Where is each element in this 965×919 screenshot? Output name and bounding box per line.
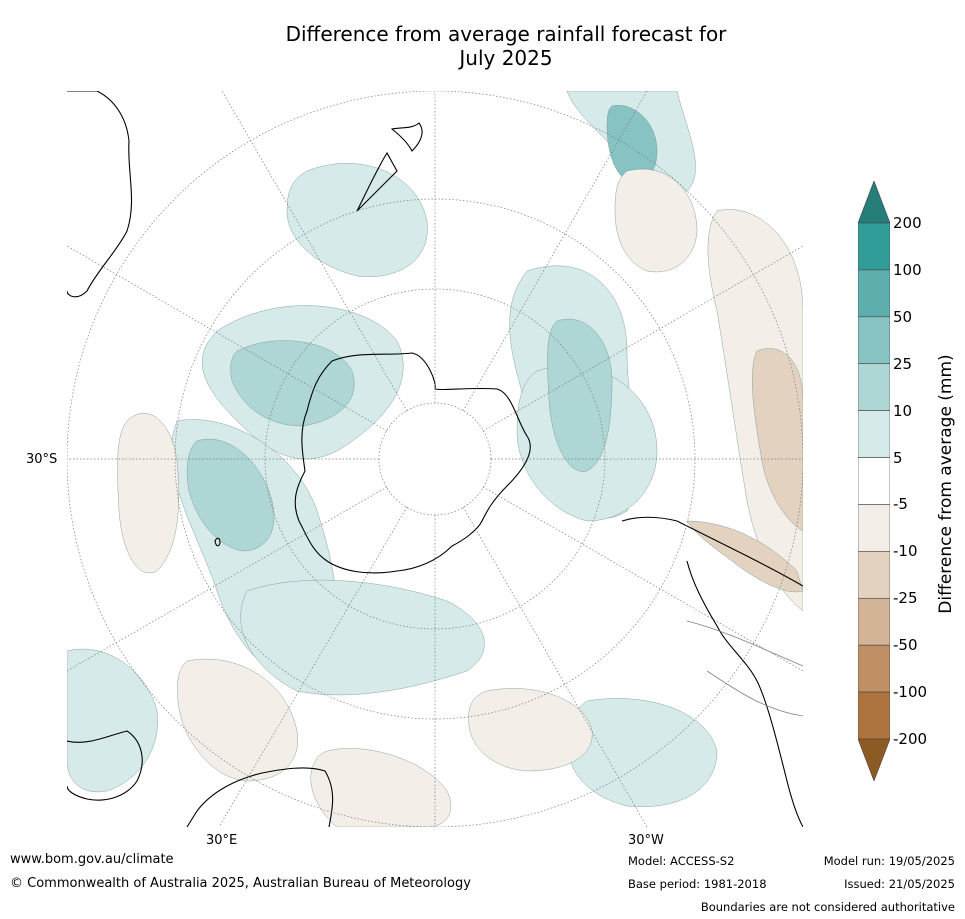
legend-bin-4	[857, 363, 891, 411]
wet-core-atlantic	[547, 319, 613, 472]
map-title-line2: July 2025	[459, 46, 553, 70]
dry-region-south-atlantic-core	[752, 348, 803, 532]
legend-colorbar	[857, 180, 891, 782]
footer-copyright: © Commonwealth of Australia 2025, Austra…	[10, 876, 471, 891]
dry-region-south-atlantic-low	[468, 688, 593, 772]
south-polar-map[interactable]	[67, 91, 803, 827]
legend-bin-below-min	[857, 738, 891, 782]
legend-tick-label: -5	[893, 495, 908, 514]
legend-tick-label: 10	[893, 401, 913, 420]
meridian-30e	[218, 506, 408, 827]
dry-region-south-america	[686, 520, 803, 593]
footer-model: Model: ACCESS-S2	[628, 854, 735, 868]
wet-region-southern-ocean-south	[240, 579, 485, 696]
dry-region-north-west	[614, 168, 698, 273]
legend-tick-label: -10	[893, 542, 918, 561]
wet-region-tasman	[286, 163, 428, 277]
footer-disclaimer: Boundaries are not considered authoritat…	[700, 900, 955, 914]
legend-title: Difference from average (mm)	[936, 354, 956, 614]
africa-coastline	[67, 91, 143, 801]
wet-core-south-indian	[186, 439, 275, 552]
legend-tick-label: 100	[893, 260, 922, 279]
madagascar-coastline	[214, 537, 221, 547]
legend-bin-9	[857, 597, 891, 646]
meridian-120e	[67, 245, 388, 432]
latitude-label-30s: 30°S	[26, 452, 58, 467]
wet-region-sw	[67, 648, 158, 793]
legend-bin-10	[857, 644, 891, 693]
legend-bin-11	[857, 691, 891, 740]
latitude-circle-60s	[264, 288, 606, 630]
footer-website[interactable]: www.bom.gov.au/climate	[10, 852, 174, 867]
longitude-label-30w: 30°W	[628, 833, 664, 848]
australia-coastline	[186, 767, 334, 827]
south-america-coastline	[621, 516, 803, 827]
legend-bin-1	[857, 222, 891, 271]
footer-issued: Issued: 21/05/2025	[844, 877, 955, 891]
south-america-borders	[686, 620, 803, 717]
legend-bin-above-max	[857, 180, 891, 224]
map-title-line1: Difference from average rainfall forecas…	[285, 22, 727, 46]
legend-tick-label: -50	[893, 636, 918, 655]
legend-colorbar-svg	[857, 180, 891, 782]
legend-bin-6	[857, 457, 891, 505]
legend-tick-label: -25	[893, 589, 918, 608]
footer-model-run: Model run: 19/05/2025	[823, 854, 955, 868]
legend-tick-label: 5	[893, 448, 903, 467]
legend-bin-3	[857, 316, 891, 365]
longitude-label-30e: 30°E	[206, 833, 238, 848]
legend-bin-5	[857, 410, 891, 458]
legend-tick-label: 25	[893, 354, 913, 373]
legend-bin-8	[857, 551, 891, 599]
legend-bin-7	[857, 504, 891, 552]
dry-region-indian-west	[117, 412, 179, 574]
dry-region-south-east	[177, 658, 298, 782]
meridian-150e	[221, 91, 408, 412]
map-canvas	[67, 91, 803, 827]
meridian-120w	[482, 245, 803, 432]
legend-tick-label: 50	[893, 307, 913, 326]
wet-core-indian	[230, 340, 355, 427]
antarctica-coastline	[294, 352, 531, 574]
legend-tick-label: 200	[893, 214, 922, 232]
legend-bin-2	[857, 269, 891, 318]
footer-base-period: Base period: 1981-2018	[628, 877, 767, 891]
legend-tick-label: -100	[893, 683, 928, 702]
legend-tick-label: -200	[893, 730, 928, 748]
